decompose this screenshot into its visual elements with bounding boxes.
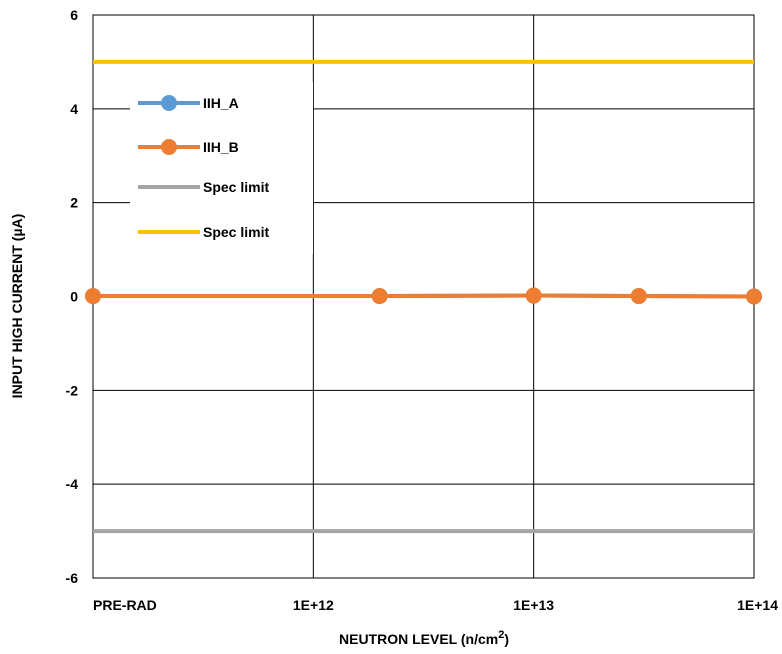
x-axis-title-main: NEUTRON LEVEL (n/cm: [339, 631, 498, 647]
x-tick-label: PRE-RAD: [93, 597, 157, 613]
series-group: [85, 59, 762, 534]
data-point: [371, 288, 388, 305]
data-point: [85, 288, 101, 305]
x-axis-title-superscript: 2: [498, 629, 504, 641]
x-tick-label: 1E+13: [513, 597, 554, 613]
data-point: [525, 287, 542, 304]
y-tick-label: 0: [70, 289, 78, 305]
data-point: [746, 288, 762, 305]
legend-swatch-marker: [161, 139, 177, 155]
y-axis-ticks: 6 4 2 0 -2 -4 -6: [66, 7, 79, 586]
legend: IIH_A IIH_B Spec limit Spec limit: [130, 82, 313, 254]
data-point: [630, 288, 647, 305]
legend-background: [130, 82, 313, 254]
x-axis-title-suffix: ): [504, 631, 509, 647]
series-line-iih-b: [93, 293, 755, 299]
legend-swatch-marker: [161, 95, 177, 111]
x-tick-label: 1E+12: [293, 597, 334, 613]
legend-label: Spec limit: [203, 179, 269, 195]
x-tick-label: 1E+14: [737, 597, 778, 613]
y-tick-label: -6: [66, 570, 79, 586]
x-axis-ticks: PRE-RAD 1E+12 1E+13 1E+14: [93, 597, 778, 613]
x-axis-title: NEUTRON LEVEL (n/cm2): [339, 629, 509, 647]
y-tick-label: 4: [70, 101, 78, 117]
y-tick-label: -2: [66, 382, 79, 398]
y-tick-label: -4: [66, 476, 79, 492]
y-axis-title: INPUT HIGH CURRENT (µA): [9, 214, 25, 399]
legend-label: IIH_A: [203, 95, 239, 111]
y-tick-label: 6: [70, 7, 78, 23]
legend-label: Spec limit: [203, 224, 269, 240]
y-tick-label: 2: [70, 195, 78, 211]
legend-label: IIH_B: [203, 139, 239, 155]
